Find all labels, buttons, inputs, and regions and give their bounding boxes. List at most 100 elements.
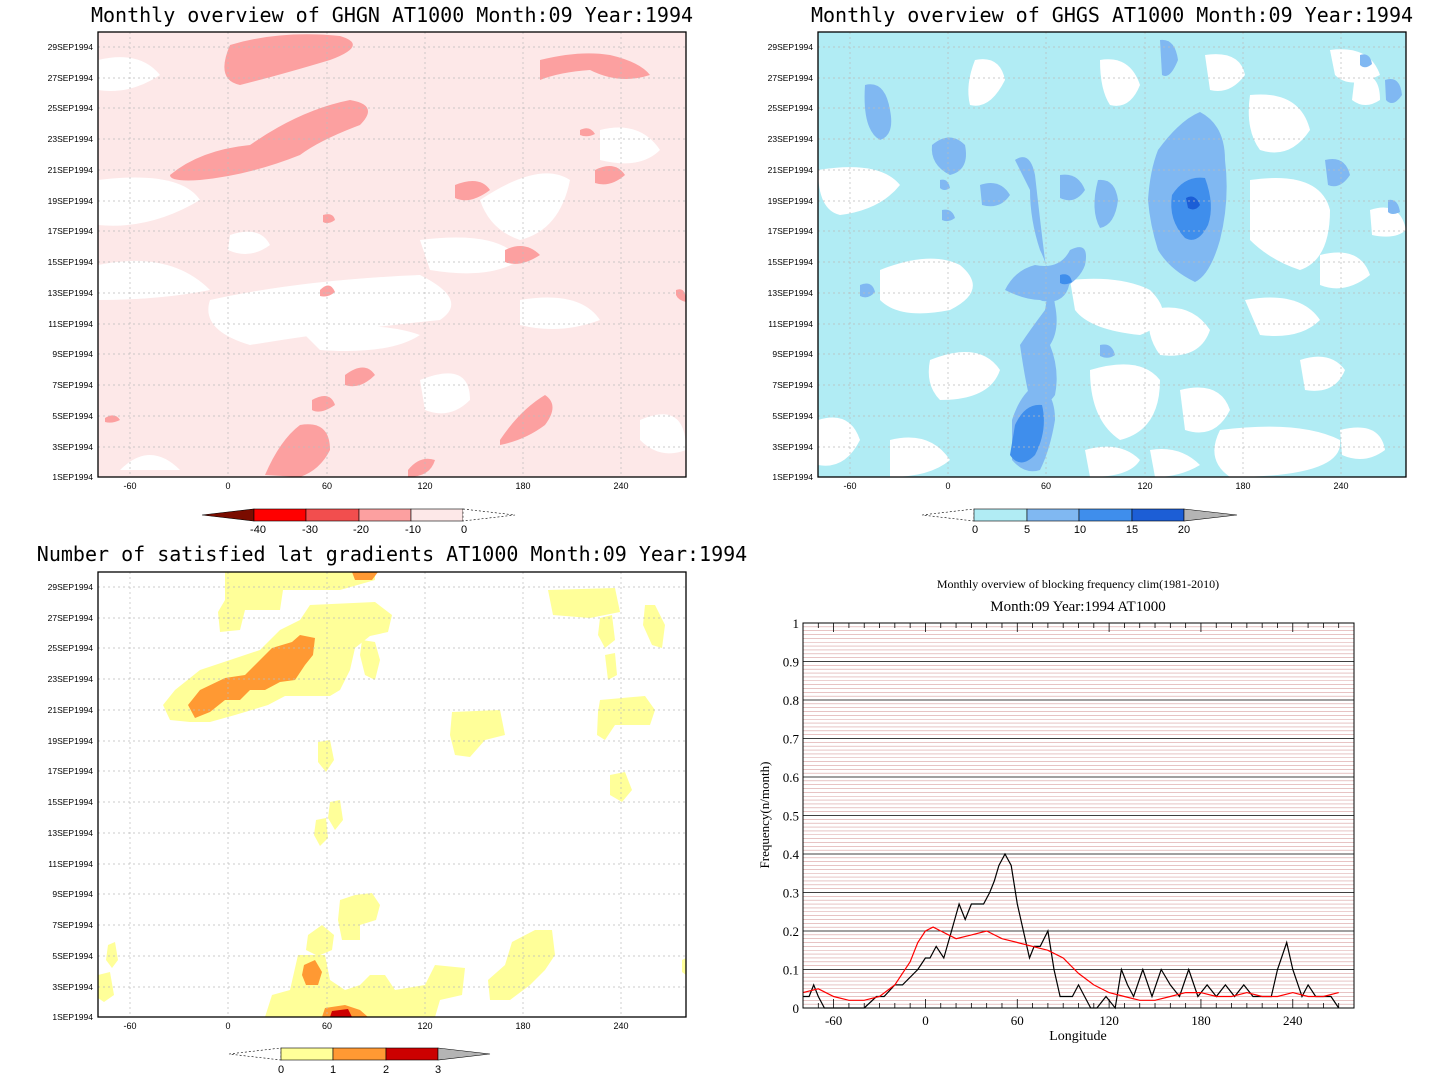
ghgn-yticks: 1SEP1994 3SEP1994 5SEP1994 7SEP1994 9SEP… <box>48 42 94 482</box>
y-tick-label: 0 <box>793 1001 800 1016</box>
colorbar-label: -40 <box>250 524 266 536</box>
y-tick: 23SEP1994 <box>48 134 94 144</box>
panel-ghgn: Monthly overview of GHGN AT1000 Month:09… <box>48 3 693 536</box>
panel-lat: Number of satisfied lat gradients AT1000… <box>37 542 747 1076</box>
x-tick: 180 <box>515 481 530 491</box>
y-tick-label: 0.8 <box>783 693 799 708</box>
x-tick: 60 <box>322 1021 332 1031</box>
ghgs-field <box>818 32 1406 477</box>
y-tick-label: 0.7 <box>783 732 800 747</box>
y-tick: 9SEP1994 <box>772 349 813 359</box>
colorbar-label: -20 <box>353 524 369 536</box>
lat-xticks: -60 0 60 120 180 240 <box>123 1021 628 1031</box>
lat-field <box>98 572 686 1017</box>
ghgn-field <box>98 32 686 477</box>
ghgs-yticks: 1SEP1994 3SEP1994 5SEP1994 7SEP1994 9SEP… <box>768 42 814 482</box>
ghgs-colorbar: 0 5 10 15 20 <box>921 508 1238 536</box>
ghgs-xticks: -60 0 60 120 180 240 <box>843 481 1348 491</box>
panel-blocking: Monthly overview of blocking frequency c… <box>757 577 1355 1044</box>
x-tick: 120 <box>417 481 432 491</box>
y-tick: 5SEP1994 <box>52 951 93 961</box>
y-tick: 19SEP1994 <box>48 196 94 206</box>
x-tick-label: -60 <box>825 1013 842 1028</box>
y-tick: 7SEP1994 <box>772 380 813 390</box>
blocking-major-grid <box>803 622 1354 1009</box>
y-tick: 7SEP1994 <box>52 380 93 390</box>
y-tick: 23SEP1994 <box>48 674 94 684</box>
x-tick: -60 <box>123 481 136 491</box>
y-tick: 3SEP1994 <box>52 982 93 992</box>
x-tick: 240 <box>613 1021 628 1031</box>
y-tick: 27SEP1994 <box>48 73 94 83</box>
y-tick: 11SEP1994 <box>768 319 813 329</box>
y-tick: 29SEP1994 <box>48 42 94 52</box>
panel-ghgs: Monthly overview of GHGS AT1000 Month:09… <box>768 3 1413 536</box>
y-tick: 13SEP1994 <box>768 288 814 298</box>
lat-title: Number of satisfied lat gradients AT1000… <box>37 542 747 566</box>
y-tick: 15SEP1994 <box>768 257 814 267</box>
y-tick: 15SEP1994 <box>48 797 94 807</box>
colorbar-label: 2 <box>383 1064 389 1076</box>
y-tick: 13SEP1994 <box>48 828 94 838</box>
y-tick: 21SEP1994 <box>48 165 94 175</box>
y-tick-label: 0.4 <box>783 847 800 862</box>
blocking-frequency-line <box>803 852 1340 1010</box>
colorbar-label: 3 <box>435 1064 441 1076</box>
y-tick: 25SEP1994 <box>48 103 94 113</box>
y-tick: 21SEP1994 <box>48 705 94 715</box>
x-tick: 240 <box>1333 481 1348 491</box>
blocking-x-label: Longitude <box>1049 1029 1107 1044</box>
y-tick: 27SEP1994 <box>768 73 814 83</box>
x-tick: 120 <box>417 1021 432 1031</box>
colorbar-label: 0 <box>278 1064 284 1076</box>
y-tick: 19SEP1994 <box>48 736 94 746</box>
x-tick-label: 180 <box>1191 1013 1211 1028</box>
x-tick: -60 <box>123 1021 136 1031</box>
y-tick-label: 0.2 <box>783 924 799 939</box>
y-tick: 17SEP1994 <box>48 226 94 236</box>
y-tick: 9SEP1994 <box>52 349 93 359</box>
x-tick-label: 60 <box>1011 1013 1024 1028</box>
y-tick: 9SEP1994 <box>52 889 93 899</box>
y-tick: 3SEP1994 <box>772 442 813 452</box>
ghgn-colorbar: -40 -30 -20 -10 0 <box>201 508 516 536</box>
y-tick: 25SEP1994 <box>768 103 814 113</box>
blocking-series <box>802 852 1340 1010</box>
y-tick: 21SEP1994 <box>768 165 814 175</box>
ghgs-frame <box>817 31 1407 478</box>
y-tick-label: 0.3 <box>783 886 799 901</box>
x-tick-label: 0 <box>922 1013 929 1028</box>
y-tick: 15SEP1994 <box>48 257 94 267</box>
x-tick: 180 <box>1235 481 1250 491</box>
y-tick: 3SEP1994 <box>52 442 93 452</box>
x-tick-label: 240 <box>1283 1013 1303 1028</box>
y-tick: 7SEP1994 <box>52 920 93 930</box>
y-tick: 5SEP1994 <box>772 411 813 421</box>
y-tick-label: 0.5 <box>783 809 799 824</box>
y-tick: 11SEP1994 <box>48 859 93 869</box>
y-tick: 25SEP1994 <box>48 643 94 653</box>
y-tick: 13SEP1994 <box>48 288 94 298</box>
x-tick: 0 <box>225 481 230 491</box>
x-tick: 60 <box>322 481 332 491</box>
x-tick: 180 <box>515 1021 530 1031</box>
y-tick: 19SEP1994 <box>768 196 814 206</box>
x-tick: 120 <box>1137 481 1152 491</box>
y-tick-label: 0.6 <box>783 770 800 785</box>
y-tick: 17SEP1994 <box>48 766 94 776</box>
x-tick: 0 <box>945 481 950 491</box>
blocking-title: Monthly overview of blocking frequency c… <box>937 577 1219 591</box>
blocking-ticks <box>802 623 1355 1008</box>
colorbar-label: 20 <box>1178 524 1190 536</box>
y-tick-label: 0.9 <box>783 655 799 670</box>
y-tick: 11SEP1994 <box>48 319 93 329</box>
blocking-frame <box>802 622 1355 1009</box>
y-tick-label: 1 <box>793 616 800 631</box>
x-tick: 240 <box>613 481 628 491</box>
colorbar-label: -10 <box>405 524 421 536</box>
y-tick: 29SEP1994 <box>48 582 94 592</box>
x-tick-label: 120 <box>1099 1013 1119 1028</box>
ghgn-grid <box>98 32 686 477</box>
y-tick: 17SEP1994 <box>768 226 814 236</box>
